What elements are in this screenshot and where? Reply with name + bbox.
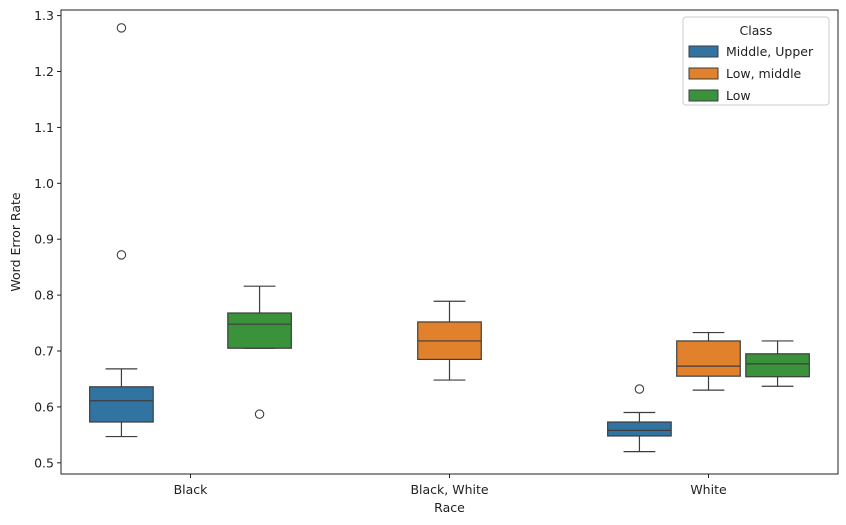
outlier-point [116,23,127,33]
x-tick-label: Black, White [410,482,488,497]
legend-entry-label: Low [726,88,751,103]
y-tick-label: 0.5 [34,455,54,470]
y-axis: 0.5 0.6 0.7 0.8 0.9 1.0 1.1 1.2 1.3 [34,8,61,470]
x-tick-label: White [690,482,727,497]
legend-swatch [688,67,719,80]
legend-entry-label: Low, middle [726,66,802,81]
legend-title: Class [740,23,773,38]
x-axis-label: Race [434,500,465,515]
legend-entry-label: Middle, Upper [726,44,814,59]
y-tick-label: 1.2 [34,64,54,79]
legend-swatch [688,45,719,58]
box-low-middle-white [676,331,741,391]
box-low-white [745,340,810,387]
box-low-black [227,285,292,419]
box-iqr [227,312,292,349]
x-axis: Black Black, White White [174,474,727,497]
x-tick-label: Black [174,482,209,497]
outlier-point [254,409,265,419]
box-low-middle-black-white [417,300,482,381]
y-tick-label: 0.7 [34,344,54,359]
legend: Class Middle, Upper Low, middle Low [682,16,830,106]
y-tick-label: 1.0 [34,176,54,191]
y-tick-label: 0.8 [34,288,54,303]
outlier-point [116,250,127,260]
outlier-point [634,384,645,394]
box-middle-upper-white [607,384,672,453]
box-middle-upper-black [89,23,154,438]
box-iqr [745,353,810,378]
box-iqr [676,340,741,377]
y-tick-label: 1.3 [34,8,54,23]
legend-frame [682,16,830,106]
box-iqr [607,421,672,437]
legend-swatch [688,89,719,102]
y-tick-label: 0.6 [34,399,54,414]
y-axis-label: Word Error Rate [8,192,23,292]
boxes-layer [89,23,810,453]
box-iqr [89,386,154,423]
y-tick-label: 0.9 [34,232,54,247]
y-tick-label: 1.1 [34,120,54,135]
